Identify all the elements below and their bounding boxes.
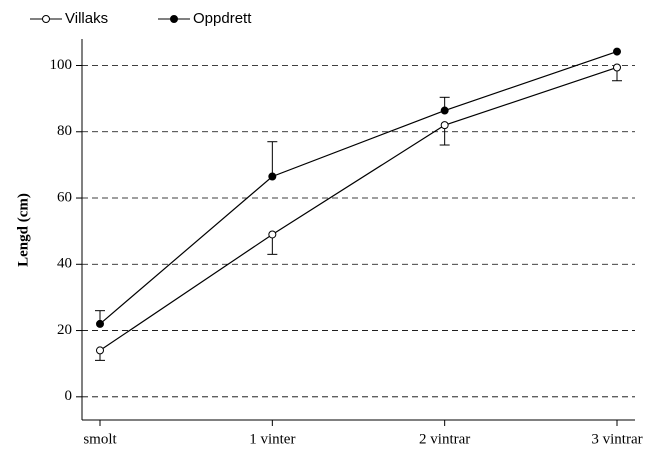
- x-tick-label: 1 vinter: [249, 431, 295, 447]
- point: [440, 106, 449, 115]
- point: [268, 230, 277, 239]
- point: [268, 172, 277, 181]
- point: [96, 346, 104, 355]
- y-tick-label: 80: [57, 123, 72, 139]
- y-tick-label: 60: [57, 189, 72, 205]
- series-line: [99, 51, 618, 325]
- series-line: [99, 66, 618, 351]
- x-tick-label: smolt: [83, 431, 117, 447]
- x-tick-label: 2 vintrar: [419, 431, 470, 447]
- point: [96, 319, 104, 328]
- point: [613, 63, 621, 72]
- point: [440, 121, 449, 130]
- y-tick-label: 20: [57, 322, 72, 338]
- point: [613, 47, 621, 56]
- y-tick-label: 0: [65, 388, 73, 404]
- legend-marker: [170, 15, 178, 23]
- y-axis-label: Lengd (cm): [15, 193, 31, 267]
- legend-label: Villaks: [65, 10, 108, 27]
- legend-label: Oppdrett: [193, 10, 252, 27]
- legend-marker: [42, 15, 50, 23]
- x-tick-label: 3 vintrar: [591, 431, 642, 447]
- y-tick-label: 40: [57, 256, 72, 272]
- y-tick-label: 100: [50, 57, 73, 73]
